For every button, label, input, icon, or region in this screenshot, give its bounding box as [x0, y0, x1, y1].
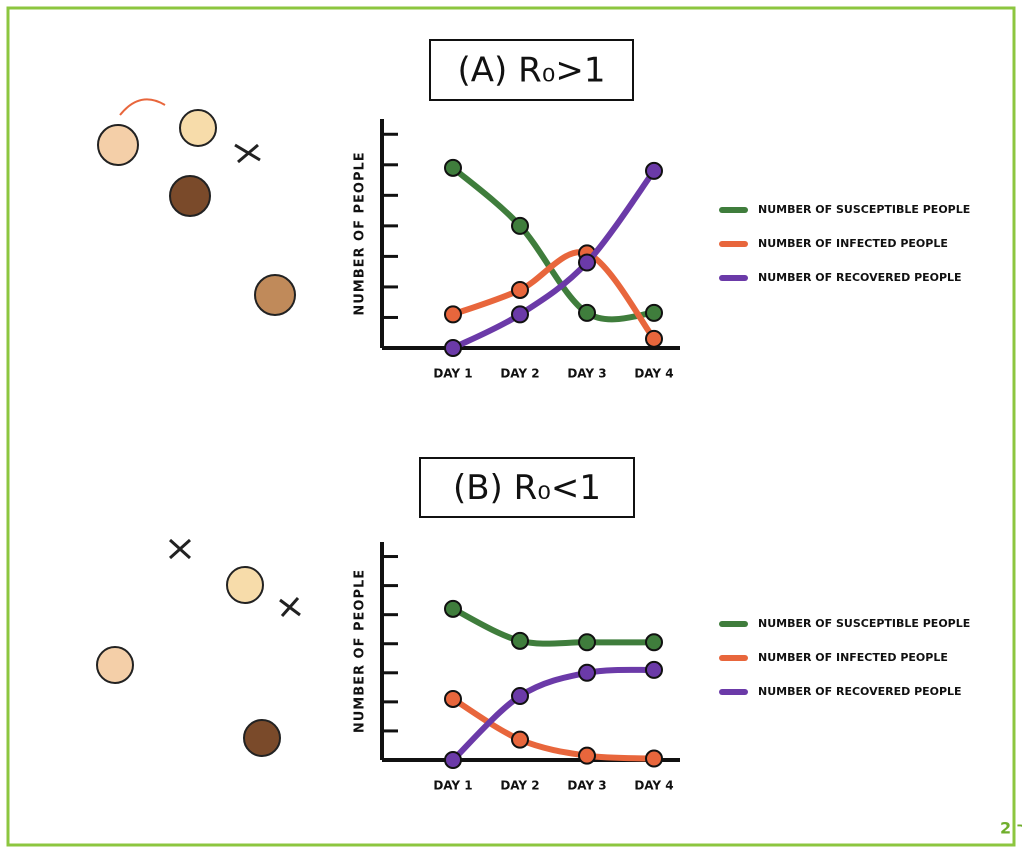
figure: איור 2 (A) R₀>1 NUMBER OF PEOPLE DAY 1 DAY …	[0, 0, 1022, 847]
x-tick-label: DAY 4	[634, 779, 673, 793]
data-point	[646, 634, 662, 650]
x-tick-label: DAY 2	[500, 779, 539, 793]
chart-title: (A) R₀>1	[458, 51, 606, 91]
legend-label: NUMBER OF INFECTED PEOPLE	[758, 651, 948, 664]
legend-label: NUMBER OF RECOVERED PEOPLE	[758, 271, 962, 284]
x-tick-label: DAY 3	[567, 367, 606, 381]
chart-title: (B) R₀<1	[453, 468, 601, 508]
x-tick-label: DAY 1	[433, 367, 472, 381]
data-point	[445, 752, 461, 768]
x-tick-label: DAY 4	[634, 367, 673, 381]
data-point	[579, 255, 595, 271]
frame	[8, 8, 1014, 845]
caption: איור 2	[1000, 819, 1022, 838]
data-point	[445, 691, 461, 707]
data-point	[579, 748, 595, 764]
data-point	[579, 665, 595, 681]
x-tick-label: DAY 2	[500, 367, 539, 381]
data-point	[646, 751, 662, 767]
data-point	[512, 633, 528, 649]
data-point	[445, 306, 461, 322]
legend-label: NUMBER OF INFECTED PEOPLE	[758, 237, 948, 250]
data-point	[646, 331, 662, 347]
data-point	[445, 340, 461, 356]
legend-label: NUMBER OF SUSCEPTIBLE PEOPLE	[758, 203, 970, 216]
data-point	[512, 306, 528, 322]
data-point	[512, 732, 528, 748]
legend-label: NUMBER OF RECOVERED PEOPLE	[758, 685, 962, 698]
y-axis-label: NUMBER OF PEOPLE	[353, 569, 368, 733]
data-point	[646, 305, 662, 321]
data-point	[579, 305, 595, 321]
data-point	[646, 662, 662, 678]
x-tick-label: DAY 1	[433, 779, 472, 793]
data-point	[579, 634, 595, 650]
data-point	[445, 601, 461, 617]
x-tick-label: DAY 3	[567, 779, 606, 793]
legend-label: NUMBER OF SUSCEPTIBLE PEOPLE	[758, 617, 970, 630]
data-point	[646, 163, 662, 179]
y-axis-label: NUMBER OF PEOPLE	[353, 151, 368, 315]
data-point	[445, 160, 461, 176]
data-point	[512, 218, 528, 234]
data-point	[512, 688, 528, 704]
data-point	[512, 282, 528, 298]
